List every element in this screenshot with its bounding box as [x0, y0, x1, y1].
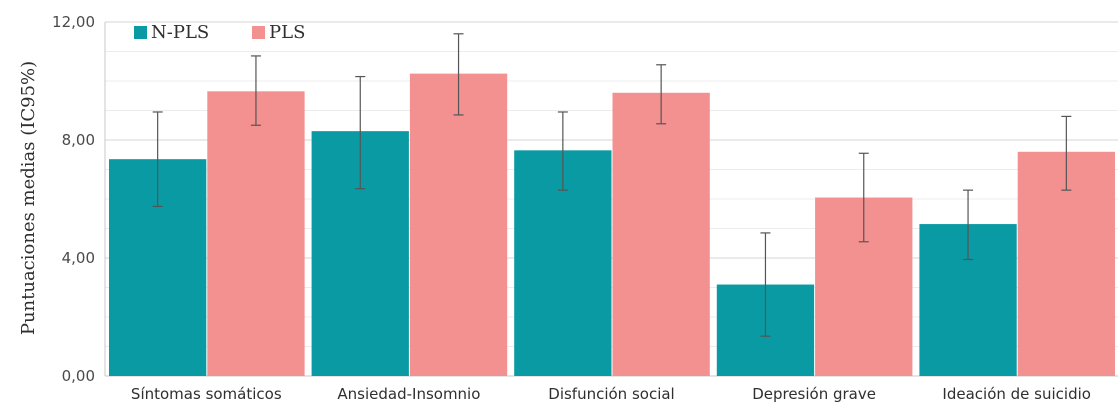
x-tick-label: Síntomas somáticos	[131, 385, 282, 403]
y-axis-label: Puntuaciones medias (IC95%)	[18, 61, 39, 335]
legend-swatch	[252, 26, 265, 39]
bar-pls	[207, 91, 305, 376]
y-tick-label: 0,00	[62, 367, 95, 385]
x-tick-label: Depresión grave	[752, 385, 876, 403]
legend-label: PLS	[269, 22, 305, 43]
legend-swatch	[134, 26, 147, 39]
legend: N-PLS PLS	[134, 22, 305, 43]
y-tick-label: 12,00	[52, 13, 95, 31]
error-bars-layer	[152, 33, 1072, 337]
bar-pls	[612, 92, 710, 377]
y-tick-label: 8,00	[62, 131, 95, 149]
x-tick-label: Disfunción social	[548, 385, 674, 403]
labels-layer: Síntomas somáticos Ansiedad-Insomnio Disfu…	[131, 385, 1091, 403]
bars-layer	[109, 73, 1115, 377]
y-tick-label: 4,00	[62, 249, 95, 267]
x-tick-label: Ideación de suicidio	[942, 385, 1091, 403]
bar-pls	[409, 73, 508, 376]
legend-label: N-PLS	[151, 22, 209, 43]
x-tick-label: Ansiedad-Insomnio	[337, 385, 480, 403]
